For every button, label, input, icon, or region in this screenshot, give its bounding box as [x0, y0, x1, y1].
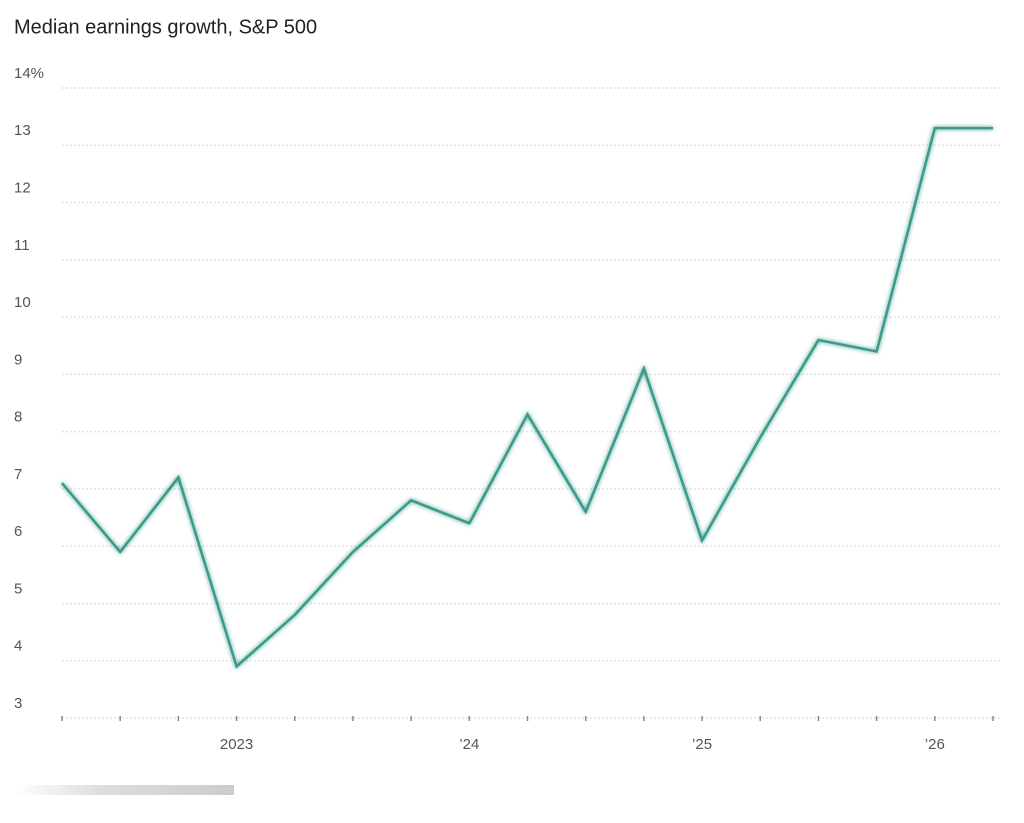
- x-tick-label: ’25: [692, 736, 712, 753]
- x-tick-label: ’26: [925, 736, 945, 753]
- y-tick-label: 9: [14, 351, 22, 368]
- y-tick-label: 4: [14, 638, 22, 655]
- y-tick-label: 13: [14, 122, 31, 139]
- chart-title: Median earnings growth, S&P 500: [14, 16, 317, 38]
- y-tick-label: 14%: [14, 65, 44, 82]
- y-tick-label: 5: [14, 580, 22, 597]
- y-tick-label: 10: [14, 294, 31, 311]
- y-tick-label: 7: [14, 466, 22, 483]
- x-tick-label: 2023: [220, 736, 253, 753]
- y-tick-label: 8: [14, 409, 22, 426]
- y-tick-label: 6: [14, 523, 22, 540]
- data-line: [61, 126, 993, 669]
- y-tick-label: 12: [14, 180, 31, 197]
- y-tick-label: 3: [14, 695, 22, 712]
- x-tick-label: ’24: [459, 736, 479, 753]
- y-tick-label: 11: [14, 237, 30, 254]
- source-bar: [14, 785, 234, 795]
